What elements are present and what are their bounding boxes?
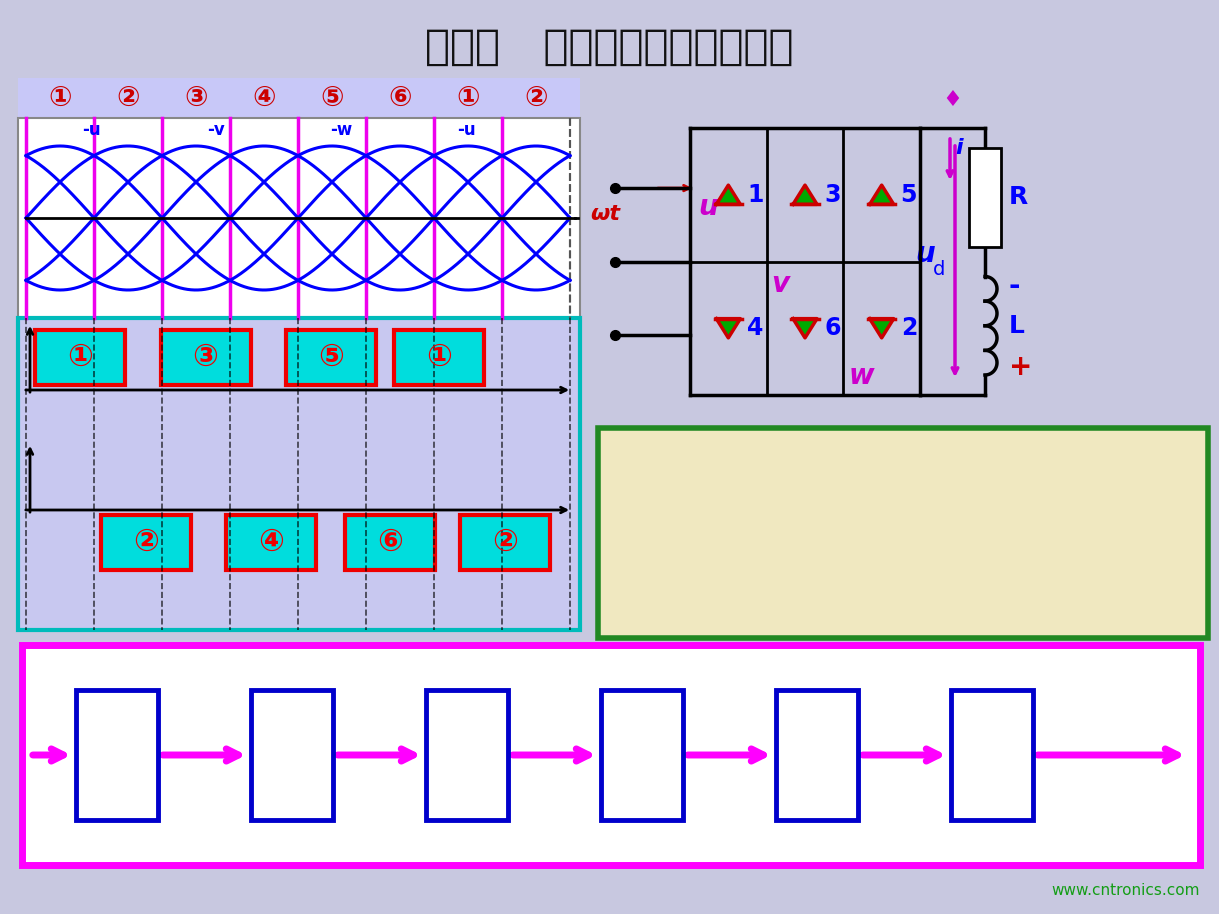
Text: 1: 1 (100, 713, 133, 758)
FancyBboxPatch shape (951, 690, 1032, 820)
Text: ♦: ♦ (942, 90, 963, 110)
Text: 晶闸管差60°，只要脉冲: 晶闸管差60°，只要脉冲 (616, 523, 808, 548)
Text: 2: 2 (275, 758, 308, 802)
Polygon shape (869, 319, 894, 338)
Text: ⑥: ⑥ (388, 84, 412, 112)
Text: ①: ① (456, 84, 480, 112)
Text: ⑥: ⑥ (378, 528, 403, 557)
Text: 第二节   三相桥式全控整流电路: 第二节 三相桥式全控整流电路 (424, 26, 794, 68)
FancyBboxPatch shape (969, 148, 1001, 247)
Text: L: L (1009, 314, 1025, 338)
Text: ①: ① (49, 84, 72, 112)
Text: 6: 6 (975, 758, 1008, 802)
FancyBboxPatch shape (251, 690, 333, 820)
Text: -w: -w (330, 121, 352, 139)
Text: 5: 5 (801, 713, 834, 758)
Text: u: u (915, 239, 935, 268)
Text: +: + (1009, 353, 1032, 381)
Text: 4: 4 (747, 316, 764, 340)
Text: 回路，即宽脉冲方式: 回路，即宽脉冲方式 (616, 599, 759, 625)
Text: -: - (1009, 272, 1020, 301)
Text: -u: -u (457, 121, 475, 139)
FancyBboxPatch shape (18, 318, 580, 630)
FancyBboxPatch shape (599, 428, 1208, 638)
Text: ②: ② (491, 528, 518, 557)
Text: 4: 4 (625, 758, 658, 802)
Text: 5: 5 (901, 183, 917, 207)
FancyBboxPatch shape (226, 515, 316, 570)
Text: www.cntronics.com: www.cntronics.com (1052, 883, 1199, 898)
Text: 3: 3 (451, 713, 484, 758)
FancyBboxPatch shape (345, 515, 435, 570)
Polygon shape (717, 319, 740, 338)
Text: 3: 3 (625, 713, 658, 758)
FancyBboxPatch shape (18, 118, 580, 318)
Text: ②: ② (524, 84, 547, 112)
FancyBboxPatch shape (777, 690, 858, 820)
Text: ωt: ωt (590, 204, 620, 224)
FancyBboxPatch shape (101, 515, 190, 570)
Polygon shape (717, 186, 740, 205)
Text: d: d (933, 260, 946, 279)
Text: 5: 5 (975, 713, 1008, 758)
Text: 同组晶闸管之间脉冲互差: 同组晶闸管之间脉冲互差 (616, 446, 791, 472)
Text: ⑤: ⑤ (321, 84, 344, 112)
Text: d: d (967, 153, 978, 171)
Text: 3: 3 (824, 183, 840, 207)
Text: 2: 2 (451, 758, 484, 802)
Text: ③: ③ (184, 84, 207, 112)
FancyBboxPatch shape (460, 515, 550, 570)
Text: -u: -u (82, 121, 101, 139)
Text: ③: ③ (193, 343, 218, 372)
FancyBboxPatch shape (161, 330, 251, 385)
FancyBboxPatch shape (395, 330, 484, 385)
FancyBboxPatch shape (601, 690, 683, 820)
Text: 6: 6 (824, 316, 840, 340)
Text: R: R (1009, 186, 1029, 209)
Polygon shape (794, 186, 817, 205)
Text: 2: 2 (901, 316, 917, 340)
Text: ①: ① (67, 343, 94, 372)
Polygon shape (869, 186, 894, 205)
FancyBboxPatch shape (22, 645, 1199, 865)
Text: w: w (848, 362, 874, 390)
Text: 1: 1 (747, 183, 764, 207)
Text: 6: 6 (100, 758, 133, 802)
Text: u: u (698, 193, 718, 221)
FancyBboxPatch shape (425, 690, 508, 820)
Text: ⑤: ⑤ (318, 343, 344, 372)
Text: 4: 4 (801, 758, 834, 802)
FancyBboxPatch shape (76, 690, 158, 820)
Text: 1: 1 (275, 713, 308, 758)
Text: -v: -v (207, 121, 226, 139)
Polygon shape (794, 319, 817, 338)
Text: 宽度大于60°，就能构成: 宽度大于60°，就能构成 (616, 560, 808, 587)
Text: ②: ② (133, 528, 158, 557)
Text: ②: ② (116, 84, 140, 112)
Text: ④: ④ (252, 84, 275, 112)
Text: i: i (954, 138, 963, 158)
FancyBboxPatch shape (18, 78, 580, 118)
Text: ①: ① (427, 343, 452, 372)
FancyBboxPatch shape (35, 330, 126, 385)
Text: 120°，共阳极与共阴极组: 120°，共阳极与共阴极组 (616, 484, 828, 510)
Text: v: v (772, 270, 790, 297)
FancyBboxPatch shape (285, 330, 375, 385)
Text: ④: ④ (258, 528, 284, 557)
